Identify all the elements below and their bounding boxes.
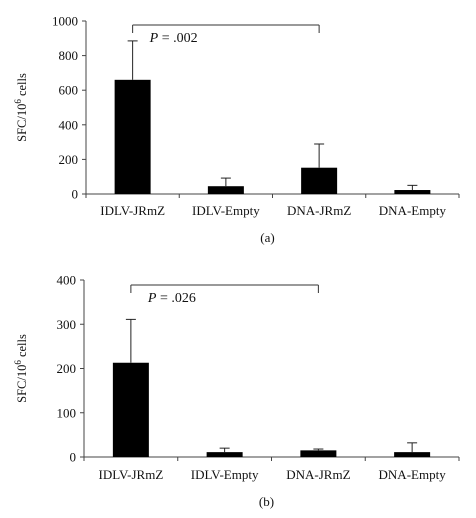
- x-tick-label: DNA-Empty: [379, 203, 447, 218]
- p-value-annotation: P = .026: [147, 291, 196, 306]
- bar-idlv-jrmz: [114, 79, 151, 194]
- bar-idlv-empty: [206, 452, 243, 457]
- y-tick-label: 1000: [52, 14, 78, 29]
- y-tick-label: 400: [57, 273, 77, 288]
- y-tick-label: 200: [59, 152, 79, 167]
- y-tick-label: 100: [57, 405, 77, 420]
- bar-idlv-empty: [207, 186, 244, 194]
- y-tick-label: 0: [72, 187, 79, 202]
- p-value-annotation: P = .002: [149, 31, 198, 46]
- y-tick-label: 800: [59, 48, 79, 63]
- y-tick-label: 0: [70, 450, 77, 465]
- y-tick-label: 300: [57, 317, 77, 332]
- panel-label: (a): [260, 230, 274, 245]
- x-tick-label: IDLV-JRmZ: [100, 203, 165, 218]
- panel-label: (b): [259, 494, 274, 509]
- y-tick-label: 600: [59, 83, 79, 98]
- y-tick-label: 200: [57, 361, 77, 376]
- chart-panel-b: 0 100 200 300 400 IDLV-JRmZ IDLV-Empty DNA-JRmZ…: [13, 273, 460, 509]
- chart-panel-a: 0 200 400 600 800 1000 IDLV-JRmZ IDLV-Empty DNA-…: [13, 14, 460, 245]
- x-tick-label: DNA-JRmZ: [286, 467, 350, 482]
- x-tick-label: IDLV-Empty: [192, 203, 260, 218]
- y-axis-title: SFC/106 cells: [13, 73, 29, 142]
- bar-dna-jrmz: [301, 167, 338, 194]
- y-axis-title: SFC/106 cells: [13, 334, 29, 403]
- bar-dna-empty: [394, 190, 431, 194]
- bar-dna-jrmz: [300, 450, 337, 457]
- x-tick-label: DNA-Empty: [379, 467, 447, 482]
- bar-idlv-jrmz: [112, 362, 149, 457]
- x-tick-label: DNA-JRmZ: [287, 203, 351, 218]
- bar-dna-empty: [394, 452, 431, 457]
- y-tick-label: 400: [59, 117, 79, 132]
- x-tick-label: IDLV-JRmZ: [98, 467, 163, 482]
- x-tick-label: IDLV-Empty: [191, 467, 259, 482]
